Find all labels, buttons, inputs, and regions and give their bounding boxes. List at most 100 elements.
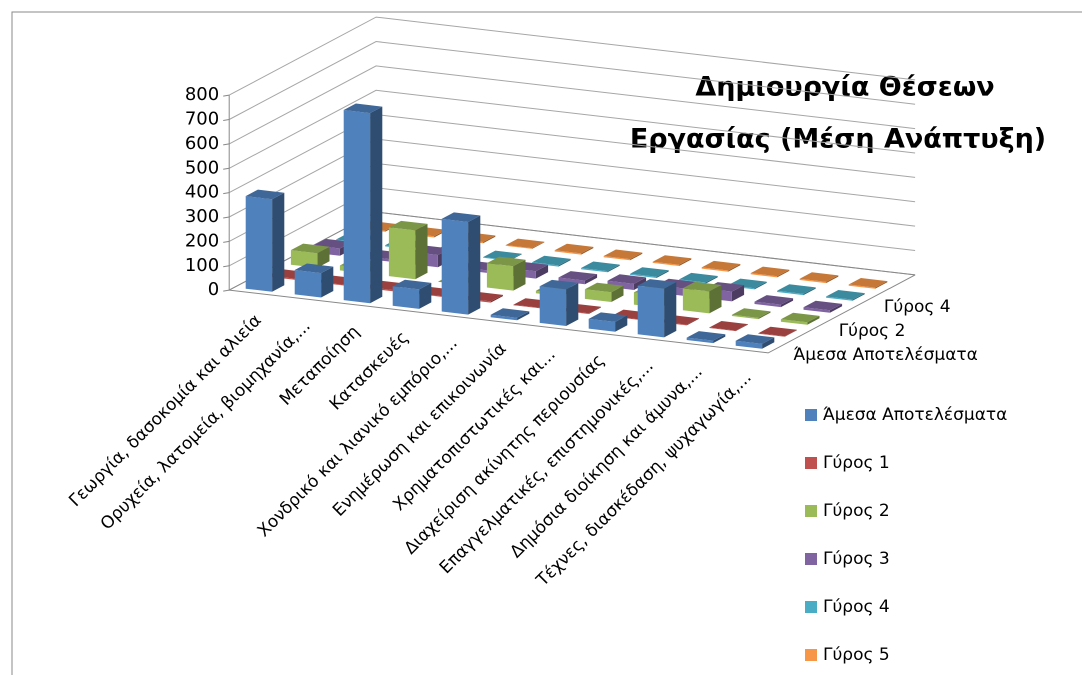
bar-side — [317, 246, 330, 268]
bar-top — [630, 267, 669, 277]
y-tick — [223, 265, 230, 268]
bar-side — [679, 258, 692, 266]
bar-side — [581, 246, 594, 255]
bar-side — [852, 293, 865, 301]
chart-title: Δημιουργία Θέσεων — [695, 72, 994, 103]
bar-front — [701, 267, 729, 272]
bar — [701, 260, 741, 272]
bar-front — [245, 196, 273, 292]
y-tick-label: 600 — [185, 133, 219, 154]
y-tick — [223, 143, 230, 146]
bar-front — [441, 218, 469, 315]
bar-side — [686, 318, 699, 326]
bar-top — [588, 312, 628, 322]
bar-side — [535, 264, 549, 279]
bar — [245, 189, 285, 292]
bar-top — [682, 281, 722, 292]
bar-side — [735, 324, 748, 332]
bar-front — [505, 245, 533, 249]
bar-front — [780, 319, 808, 325]
bar — [758, 326, 797, 337]
bar-side — [762, 337, 775, 349]
bar-side — [490, 294, 503, 303]
bar-top — [803, 300, 843, 311]
bar-side — [728, 264, 741, 272]
bar-top — [652, 255, 692, 265]
bar-side — [588, 306, 601, 314]
y-tick-label: 100 — [185, 255, 219, 276]
bar-top — [731, 308, 771, 318]
grid-line — [228, 162, 916, 242]
legend-swatch — [805, 649, 817, 661]
bar — [486, 256, 526, 291]
y-tick — [223, 192, 230, 195]
bar — [652, 255, 692, 266]
bar — [686, 331, 726, 344]
bar-top — [343, 103, 383, 114]
bar-side — [370, 106, 383, 304]
bar-front — [637, 285, 665, 338]
y-tick-label: 0 — [208, 279, 219, 300]
bar-top — [441, 212, 481, 222]
bar-front — [539, 286, 567, 326]
bar-front — [709, 327, 736, 332]
bar-top — [758, 326, 797, 337]
bar-front — [630, 273, 657, 278]
bar — [799, 272, 839, 284]
y-tick-label: 500 — [185, 157, 219, 178]
bar-side — [607, 264, 620, 273]
bar-front — [584, 289, 612, 302]
bar-side — [584, 274, 598, 285]
bar-side — [558, 258, 571, 267]
bar-top — [701, 260, 741, 271]
bar-front — [758, 333, 785, 337]
y-tick — [223, 289, 230, 292]
y-tick — [223, 216, 230, 219]
y-tick-label: 400 — [185, 182, 219, 203]
bar-side — [517, 311, 530, 321]
bar-side — [875, 281, 888, 289]
bar-front — [290, 250, 318, 268]
bar-top — [848, 278, 888, 288]
bar-side — [566, 282, 579, 326]
x-tick-label: Γεωργία, δασοκομία και αλιεία — [65, 311, 265, 511]
bar-side — [483, 235, 496, 244]
bar-side — [777, 269, 790, 278]
bar — [392, 279, 432, 309]
bar-side — [611, 285, 624, 302]
depth-label: Άμεσα Αποτελέσματα — [794, 345, 978, 365]
bar-top — [294, 263, 334, 274]
bar — [505, 238, 545, 249]
legend-label: Γύρος 2 — [823, 501, 890, 521]
bar-front — [682, 288, 710, 314]
bar — [388, 220, 428, 280]
bar — [709, 321, 748, 332]
legend-swatch — [805, 553, 817, 565]
bar-front — [754, 301, 781, 308]
bar-top — [750, 266, 790, 277]
bar-front — [799, 278, 827, 284]
bar-side — [415, 223, 428, 280]
bar — [754, 295, 794, 308]
x-tick-label: Χονδρικό και λιανικό εμπόριο,... — [254, 333, 462, 541]
bar-top — [754, 295, 794, 305]
bar-side — [826, 275, 839, 284]
bar-front — [343, 110, 371, 304]
bar-side — [713, 334, 726, 344]
bar-top — [558, 271, 598, 281]
bar-front — [532, 262, 559, 267]
grid-line — [228, 65, 916, 145]
bar-side — [656, 270, 669, 278]
y-tick — [223, 240, 230, 243]
bar — [682, 281, 722, 314]
grid-line — [228, 40, 916, 120]
bar-side — [513, 259, 526, 291]
bar-front — [588, 318, 616, 332]
bar-front — [294, 270, 322, 298]
y-tick — [223, 167, 230, 170]
bar — [588, 312, 628, 332]
bar — [558, 271, 598, 285]
bar — [777, 284, 816, 296]
bar-top — [679, 272, 718, 283]
